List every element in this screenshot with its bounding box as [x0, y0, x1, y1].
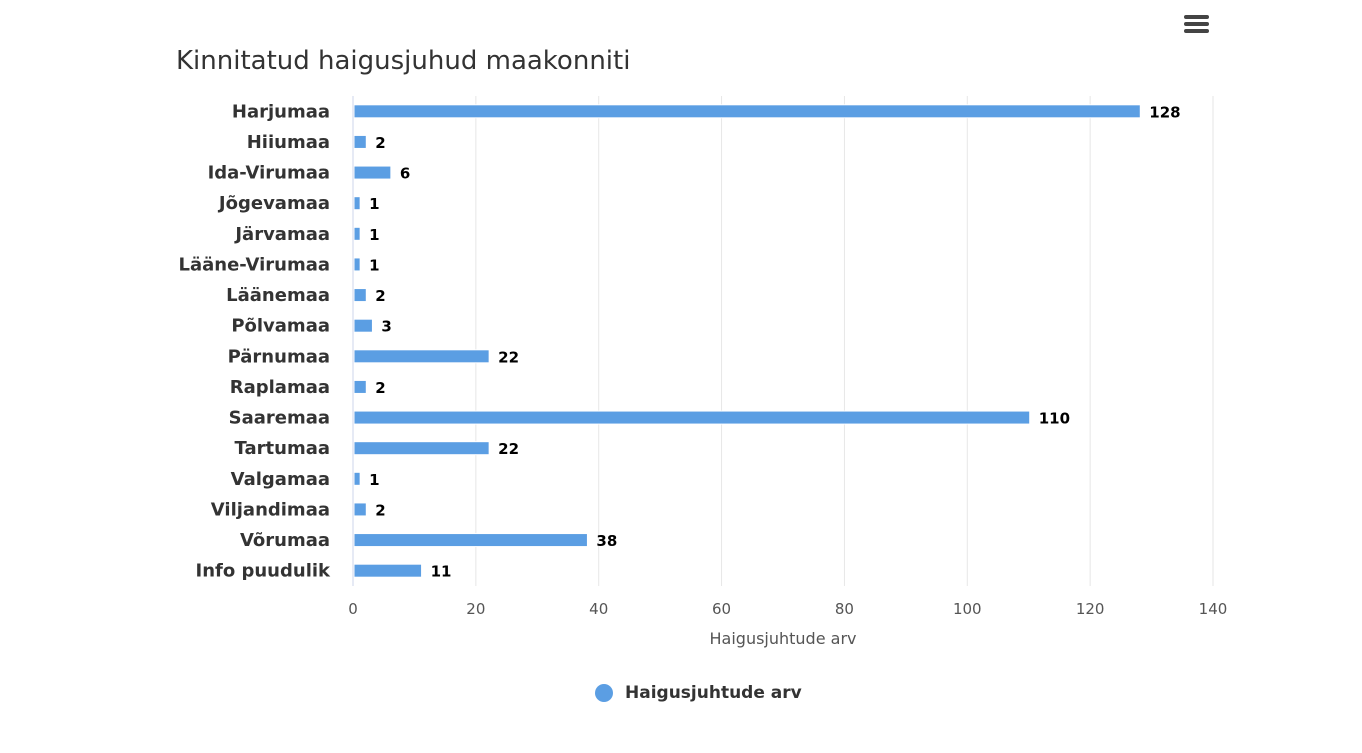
data-label: 38: [596, 532, 617, 550]
data-label: 2: [375, 287, 385, 305]
legend-label: Haigusjuhtude arv: [625, 683, 802, 703]
x-tick-label: 0: [348, 600, 358, 618]
chart-title: Kinnitatud haigusjuhud maakonniti: [176, 46, 631, 76]
bar[interactable]: [353, 379, 367, 394]
category-label: Info puudulik: [196, 561, 332, 582]
category-label: Lääne-Virumaa: [179, 254, 330, 275]
x-tick-label: 120: [1076, 600, 1105, 618]
data-label: 110: [1039, 410, 1070, 428]
data-label: 1: [369, 195, 379, 213]
legend-item[interactable]: Haigusjuhtude arv: [595, 683, 802, 703]
bar[interactable]: [353, 288, 367, 303]
hamburger-menu-icon[interactable]: [1180, 10, 1214, 38]
category-label: Järvamaa: [233, 224, 330, 245]
data-label: 2: [375, 134, 385, 152]
bar[interactable]: [353, 104, 1141, 119]
data-label: 6: [400, 165, 410, 183]
bar[interactable]: [353, 471, 361, 486]
bar[interactable]: [353, 165, 392, 180]
category-label: Jõgevamaa: [217, 193, 330, 214]
bar[interactable]: [353, 410, 1031, 425]
data-label: 3: [381, 318, 391, 336]
category-label: Võrumaa: [240, 530, 330, 551]
data-label: 2: [375, 379, 385, 397]
category-label: Valgamaa: [231, 469, 330, 490]
category-label: Ida-Virumaa: [208, 163, 330, 184]
category-label: Pärnumaa: [228, 346, 330, 367]
category-label: Saaremaa: [229, 408, 330, 429]
category-label: Põlvamaa: [231, 316, 330, 337]
bar[interactable]: [353, 318, 373, 333]
data-label: 11: [431, 563, 452, 581]
data-label: 1: [369, 226, 379, 244]
bar[interactable]: [353, 533, 588, 548]
data-label: 128: [1149, 103, 1180, 121]
category-label: Raplamaa: [230, 377, 330, 398]
category-label: Hiiumaa: [247, 132, 330, 153]
bar[interactable]: [353, 257, 361, 272]
x-tick-label: 40: [589, 600, 608, 618]
x-tick-label: 60: [712, 600, 731, 618]
data-label: 1: [369, 256, 379, 274]
bar[interactable]: [353, 441, 490, 456]
data-label: 22: [498, 440, 519, 458]
bar[interactable]: [353, 563, 423, 578]
category-label: Viljandimaa: [211, 499, 330, 520]
bar[interactable]: [353, 134, 367, 149]
data-label: 2: [375, 501, 385, 519]
bar[interactable]: [353, 349, 490, 364]
bar[interactable]: [353, 196, 361, 211]
bar[interactable]: [353, 502, 367, 517]
category-label: Tartumaa: [235, 438, 330, 459]
category-label: Läänemaa: [226, 285, 330, 306]
data-label: 1: [369, 471, 379, 489]
x-tick-label: 140: [1199, 600, 1228, 618]
category-label: Harjumaa: [232, 101, 330, 122]
x-tick-label: 100: [953, 600, 982, 618]
x-tick-label: 20: [466, 600, 485, 618]
data-label: 22: [498, 348, 519, 366]
bar[interactable]: [353, 226, 361, 241]
x-axis-title: Haigusjuhtude arv: [710, 629, 857, 648]
legend-marker-icon: [595, 684, 613, 702]
x-tick-label: 80: [835, 600, 854, 618]
